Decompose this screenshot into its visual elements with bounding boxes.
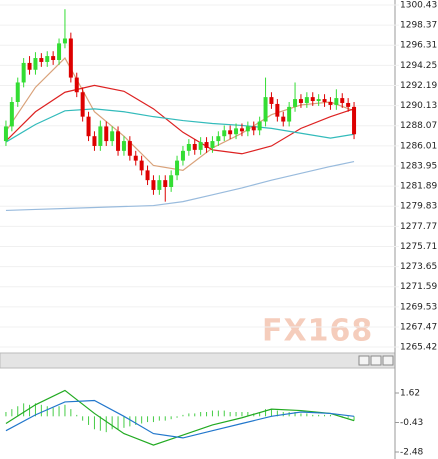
y-tick-label: 1277.77	[400, 222, 437, 232]
candle-body	[74, 77, 79, 93]
y-tick-label: 1294.25	[400, 61, 437, 71]
candle-body	[80, 92, 85, 117]
candle-body	[293, 99, 298, 107]
candle-body	[163, 180, 168, 187]
y-tick-label: 1290.13	[400, 101, 437, 111]
indicator-line	[5, 389, 355, 446]
indicator-line	[5, 108, 355, 143]
candle-body	[340, 98, 345, 103]
indicator-line	[5, 161, 355, 212]
indicator-line	[5, 399, 355, 439]
candle-body	[322, 99, 327, 103]
candle-body	[328, 102, 333, 105]
candle-body	[121, 141, 126, 151]
candle-body	[110, 131, 115, 142]
candle-body	[45, 56, 50, 62]
y-tick-label: -2.48	[400, 448, 424, 458]
candle-body	[334, 98, 339, 105]
candle-body	[175, 160, 180, 176]
candle-body	[157, 180, 162, 190]
candle-body	[3, 126, 8, 142]
candle-body	[62, 38, 67, 44]
candle-body	[257, 121, 262, 131]
y-tick-label: 1279.83	[400, 202, 437, 212]
candle-body	[316, 99, 321, 102]
close-button[interactable]	[382, 355, 394, 366]
candle-body	[245, 126, 250, 132]
candle-body	[352, 106, 357, 135]
candle-body	[275, 103, 280, 117]
candle-body	[192, 144, 197, 150]
candle-body	[298, 99, 303, 103]
candle-body	[304, 97, 309, 103]
candle-body	[310, 97, 315, 102]
y-tick-label: 1271.59	[400, 282, 437, 292]
panel-bar	[0, 352, 396, 369]
candle-body	[287, 106, 292, 122]
candle-body	[104, 126, 109, 142]
y-tick-label: 1275.71	[400, 242, 437, 252]
candle-body	[98, 126, 103, 146]
candle-body	[346, 102, 351, 107]
candle-body	[139, 160, 144, 171]
candle-body	[57, 43, 62, 60]
y-tick-label: 1286.01	[400, 141, 437, 151]
y-tick-label: 1269.53	[400, 302, 437, 312]
candle-body	[39, 58, 44, 62]
candle-body	[186, 144, 191, 151]
candle-body	[133, 155, 138, 161]
minimize-button[interactable]	[358, 355, 370, 366]
candle-body	[210, 141, 215, 148]
y-tick-label: 1292.19	[400, 81, 437, 91]
candle-body	[27, 62, 32, 70]
candle-body	[198, 142, 203, 150]
candle-body	[151, 180, 156, 190]
y-tick-label: 1273.65	[400, 262, 437, 272]
candle-body	[21, 62, 26, 83]
candle-body	[145, 170, 150, 181]
candle-body	[269, 97, 274, 104]
restore-button[interactable]	[370, 355, 382, 366]
candle-body	[169, 175, 174, 187]
y-tick-label: -0.43	[400, 418, 423, 428]
y-tick-label: 1265.42	[400, 343, 437, 353]
y-tick-label: 1300.43	[400, 1, 437, 11]
candle-body	[263, 97, 268, 122]
candle-body	[127, 141, 132, 156]
candle-body	[204, 142, 209, 148]
candle-body	[180, 150, 185, 161]
y-tick-label: 1283.95	[400, 161, 437, 171]
candle-body	[33, 58, 38, 70]
candle-body	[239, 128, 244, 132]
candle-body	[92, 136, 97, 146]
y-tick-label: 1267.47	[400, 322, 437, 332]
candle-body	[51, 56, 56, 60]
y-tick-label: 1.62	[400, 389, 420, 399]
watermark: FX168	[262, 314, 373, 349]
candle-body	[86, 116, 91, 137]
y-tick-label: 1288.07	[400, 121, 437, 131]
candle-body	[15, 82, 20, 103]
indicator-line	[5, 84, 355, 155]
candle-body	[222, 130, 227, 137]
candle-body	[234, 128, 239, 135]
candle-body	[281, 116, 286, 122]
candle-body	[116, 131, 121, 151]
y-tick-label: 1296.31	[400, 41, 437, 51]
y-tick-label: 1298.37	[400, 21, 437, 31]
candle-body	[228, 130, 233, 135]
candle-body	[68, 38, 73, 78]
y-tick-label: 1281.89	[400, 182, 437, 192]
candle-body	[251, 126, 256, 131]
candle-body	[9, 102, 14, 127]
candle-body	[216, 136, 221, 142]
